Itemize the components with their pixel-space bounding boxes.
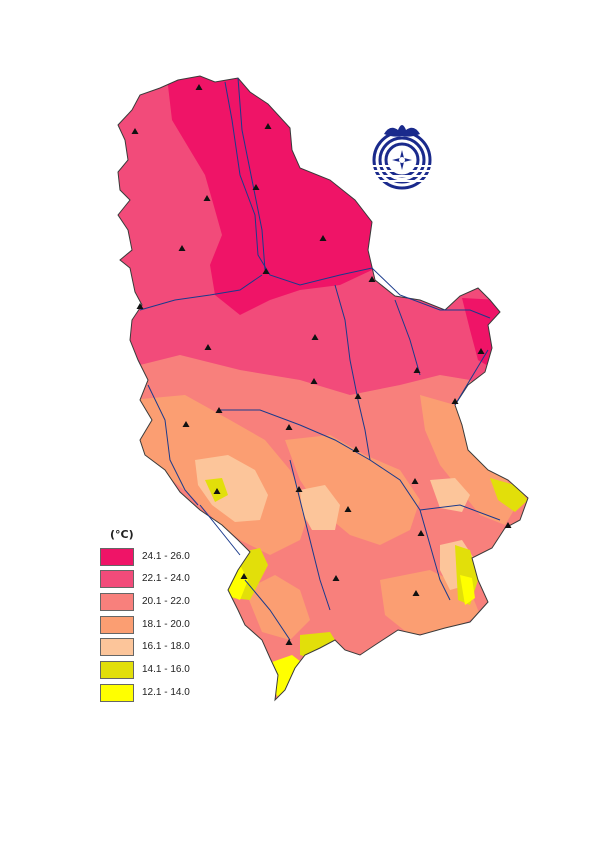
station-marker: [310, 378, 318, 384]
station-marker: [451, 398, 459, 404]
station-marker: [344, 506, 352, 512]
legend-swatch: [100, 661, 134, 679]
river-velika-morava: [334, 284, 371, 461]
station-marker: [311, 334, 319, 340]
legend-item: 14.1 - 16.0: [100, 661, 220, 681]
station-marker: [285, 424, 293, 430]
zone-16-18-zlatibor: [195, 455, 268, 522]
station-marker: [295, 486, 303, 492]
legend-item: 16.1 - 18.0: [100, 638, 220, 658]
legend-item: 22.1 - 24.0: [100, 570, 220, 590]
zone-18-20-s: [285, 435, 420, 545]
legend-swatch: [100, 548, 134, 566]
legend-item: 20.1 - 22.0: [100, 593, 220, 613]
legend-swatch: [100, 638, 134, 656]
station-marker: [368, 276, 376, 282]
river-lim: [199, 504, 241, 556]
station-marker: [215, 407, 223, 413]
station-marker: [332, 575, 340, 581]
station-marker: [285, 639, 293, 645]
station-marker: [203, 195, 211, 201]
river-juzna-morava: [369, 459, 451, 601]
zone-12-14-east: [460, 575, 475, 605]
river-tisa: [237, 77, 266, 271]
station-marker: [354, 393, 362, 399]
station-marker: [204, 344, 212, 350]
river-timok: [454, 349, 489, 406]
river-danube: [224, 81, 491, 319]
zone-14-16-d: [490, 478, 528, 512]
zone-24-26: [165, 76, 380, 315]
legend-label: 12.1 - 14.0: [142, 687, 190, 698]
legend-label: 20.1 - 22.0: [142, 596, 190, 607]
station-marker: [319, 235, 327, 241]
station-marker: [264, 123, 272, 129]
legend-label: 14.1 - 16.0: [142, 664, 190, 675]
legend-label: 16.1 - 18.0: [142, 641, 190, 652]
legend-swatch: [100, 570, 134, 588]
station-marker: [352, 446, 360, 452]
legend-item: 12.1 - 14.0: [100, 684, 220, 704]
zone-18-20-kosovo-w: [245, 575, 310, 640]
station-marker: [195, 84, 203, 90]
station-marker: [136, 303, 144, 309]
river-zapadna-morava: [220, 409, 371, 461]
river-nisava: [419, 504, 501, 521]
legend-label: 18.1 - 20.0: [142, 619, 190, 630]
station-marker: [252, 184, 260, 190]
station-marker: [504, 522, 512, 528]
station-marker: [412, 590, 420, 596]
station-marker: [417, 530, 425, 536]
legend-unit: (°C): [110, 528, 134, 541]
river-mlava: [394, 299, 421, 376]
rivers: [139, 77, 501, 641]
river-drina: [147, 384, 199, 506]
station-marker: [131, 128, 139, 134]
zone-18-20-se: [420, 395, 520, 525]
station-marker: [477, 348, 485, 354]
station-marker: [178, 245, 186, 251]
station-marker: [182, 421, 190, 427]
stations: [131, 84, 512, 645]
station-marker: [411, 478, 419, 484]
legend-swatch: [100, 593, 134, 611]
river-beli-drim: [244, 579, 291, 641]
legend-label: 24.1 - 26.0: [142, 551, 190, 562]
legend-item: 24.1 - 26.0: [100, 548, 220, 568]
zone-16-18-kopaonik: [300, 485, 340, 530]
legend-swatch: [100, 616, 134, 634]
river-sava: [139, 274, 263, 311]
legend-swatch: [100, 684, 134, 702]
hydrometeorological-service-logo: [372, 125, 432, 190]
station-marker: [413, 367, 421, 373]
station-marker: [262, 268, 270, 274]
river-ibar: [289, 459, 331, 611]
station-marker: [240, 573, 248, 579]
zone-16-18-stara: [430, 478, 470, 512]
station-marker: [213, 488, 221, 494]
legend-label: 22.1 - 24.0: [142, 573, 190, 584]
legend-item: 18.1 - 20.0: [100, 616, 220, 636]
